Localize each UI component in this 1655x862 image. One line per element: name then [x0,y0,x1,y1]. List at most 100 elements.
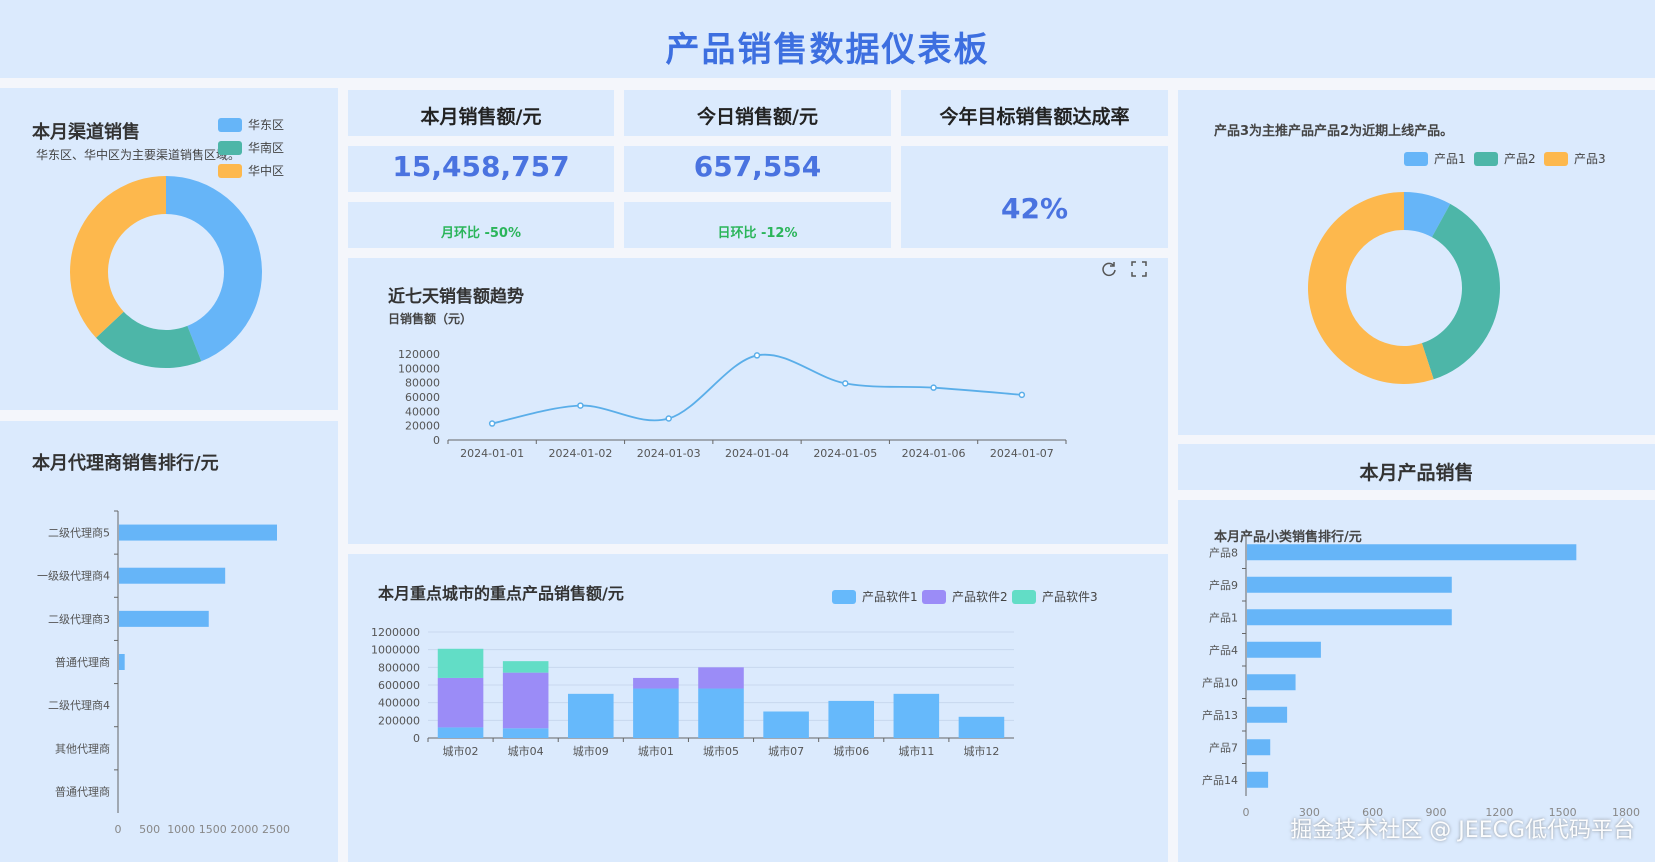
bar-segment [958,716,1005,738]
y-tick-label: 800000 [378,661,420,674]
legend-item[interactable]: 华中区 [218,162,284,179]
product-share-panel: 产品3为主推产品产品2为近期上线产品。 产品1 产品2 产品3 [1178,90,1655,435]
watermark: 掘金技术社区 @ JEECG低代码平台 [1290,818,1635,843]
y-tick-label: 0 [413,732,420,745]
kpi-today-ratio: 日环比 -12% [717,226,798,241]
y-tick-label: 100000 [398,362,440,375]
y-tick-label: 产品8 [1209,545,1238,559]
kpi-today-label: 今日销售额/元 [697,106,818,128]
x-tick-label: 0 [115,823,122,836]
bar-segment [502,728,549,738]
x-tick-label: 1500 [1549,806,1577,819]
y-tick-label: 二级代理商5 [48,526,110,540]
product-share-subtitle: 产品3为主推产品产品2为近期上线产品。 [1214,124,1454,139]
donut-slice [1421,203,1500,380]
x-tick-label: 2024-01-03 [637,447,701,460]
legend-item[interactable]: 产品1 [1404,150,1466,167]
x-tick-label: 城市12 [963,744,999,758]
y-tick-label: 产品14 [1202,773,1238,787]
legend-item[interactable]: 产品软件1 [832,588,918,605]
bar [1247,544,1577,561]
y-tick-label: 二级代理商3 [48,612,110,626]
data-point [488,420,496,427]
donut-slice [1404,192,1451,238]
legend-item[interactable]: 产品软件2 [922,588,1008,605]
trend-ylabel: 日销售额（元） [388,312,473,326]
legend-item[interactable]: 华南区 [218,139,284,156]
bar [1247,706,1288,723]
legend-label: 产品软件3 [1042,590,1098,604]
kpi-today-ratio-cell: 日环比 -12% [624,202,891,248]
bar [119,654,125,670]
x-tick-label: 城市01 [638,744,674,758]
bar [1247,739,1271,756]
y-tick-label: 1200000 [371,626,420,639]
kpi-today-label-cell: 今日销售额/元 [624,90,891,136]
legend-item[interactable]: 产品3 [1544,150,1606,167]
data-point [842,380,849,387]
y-tick-label: 产品1 [1209,610,1238,624]
legend-label: 产品软件1 [862,590,918,604]
product-sales-bar-chart: 产品8 产品9 产品1 产品4 产品10 产品13 产品7 产品14 0 300 600 900 120… [1202,535,1640,819]
data-point [577,402,584,409]
legend-swatch [218,140,242,155]
y-tick-label: 产品10 [1202,675,1238,689]
bar-segment [763,711,809,738]
kpi-month-value-cell: 15,458,757 [348,146,614,192]
legend-swatch [218,117,242,132]
bar [1247,576,1452,593]
bar-segment [567,693,614,738]
y-tick-label: 40000 [405,405,440,418]
x-tick-label: 1800 [1612,806,1640,819]
y-tick-label: 600000 [378,679,420,692]
donut-slice [96,311,202,368]
legend-item[interactable]: 产品软件3 [1012,588,1098,605]
product-sales-title-panel: 本月产品销售 [1178,444,1655,490]
bar-segment [502,661,549,673]
legend-swatch [1012,589,1036,604]
product-sales-subtitle: 本月产品小类销售排行/元 [1214,530,1362,545]
x-tick-label: 城市11 [898,744,934,758]
bar-segment [698,688,744,738]
y-tick-label: 产品13 [1202,708,1238,722]
x-tick-label: 城市04 [508,744,544,758]
bar [119,610,209,627]
y-tick-label: 普通代理商 [55,784,110,798]
city-sales-panel: 本月重点城市的重点产品销售额/元 产品软件1 产品软件2 产品软件3 0 200000… [348,554,1168,862]
x-tick-label: 2024-01-07 [990,447,1054,460]
y-tick-label: 1000000 [371,644,420,657]
y-tick-label: 80000 [405,377,440,390]
refresh-icon[interactable] [1100,260,1118,278]
data-point [753,352,761,359]
y-tick-label: 产品4 [1209,643,1238,657]
channel-sales-subtitle: 华东区、华中区为主要渠道销售区域。 [36,148,241,162]
series-line [491,353,1022,425]
data-point [665,415,672,422]
kpi-target-value-cell: 42% [901,146,1168,248]
x-tick-label: 城市07 [768,744,804,758]
bar-segment [502,672,549,729]
x-tick-label: 城市06 [833,744,869,758]
x-tick-label: 2000 [230,823,258,836]
bar [1247,641,1321,658]
y-tick-label: 产品9 [1209,578,1238,592]
legend-item[interactable]: 华东区 [218,116,284,133]
city-stacked-bar-chart: 0 200000 400000 600000 800000 1000000 1200000 城… [371,626,1014,758]
page-title: 产品销售数据仪表板 [665,30,990,70]
y-tick-label: 产品7 [1209,740,1238,754]
legend-label: 产品1 [1434,152,1466,166]
city-sales-title: 本月重点城市的重点产品销售额/元 [378,584,624,603]
y-tick-label: 200000 [378,714,420,727]
bar-segment [437,677,484,728]
x-tick-label: 2024-01-05 [813,447,877,460]
donut-slice [1308,192,1434,384]
legend-item[interactable]: 产品2 [1474,150,1536,167]
x-tick-label: 2500 [262,823,290,836]
kpi-target-value: 42% [1000,192,1069,225]
fullscreen-icon[interactable] [1130,260,1148,278]
bar-segment [633,688,679,738]
x-tick-label: 500 [139,823,160,836]
kpi-today-value: 657,554 [693,150,822,183]
y-tick-label: 其他代理商 [55,741,110,755]
x-tick-label: 0 [1243,806,1250,819]
